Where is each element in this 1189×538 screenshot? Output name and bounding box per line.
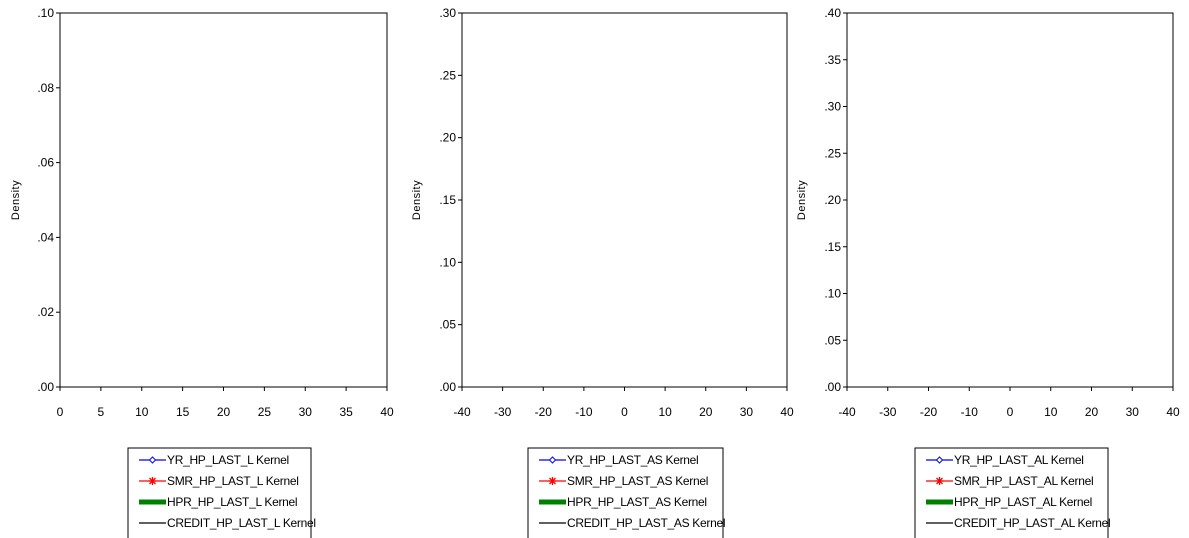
x-tick-label: -10: [961, 405, 979, 419]
y-tick-label: .04: [37, 230, 54, 244]
x-tick-label: 10: [1044, 405, 1058, 419]
chart-panel-1: .00 .02 .04 .06 .08 .10 0 5 10 15 20 25 30 35 40 Densit…: [10, 6, 394, 538]
y-tick-label: .02: [37, 305, 54, 319]
legend: YR_HP_LAST_AS Kernel SMR_HP_LAST_AS Kerne…: [527, 447, 726, 538]
y-tick-label: .20: [824, 193, 841, 207]
x-tick-label: 0: [1007, 405, 1014, 419]
legend-marker-diamond: [548, 456, 557, 464]
y-tick-label: .00: [824, 380, 841, 394]
y-tick-label: .10: [439, 255, 456, 269]
x-tick-label: 10: [135, 405, 149, 419]
y-tick-label: .40: [824, 6, 841, 20]
x-tick-label: 0: [621, 405, 628, 419]
x-tick-label: 30: [740, 405, 754, 419]
x-tick-label: 30: [1126, 405, 1140, 419]
x-tick-label: -10: [575, 405, 593, 419]
x-tick-label: 15: [176, 405, 190, 419]
legend-label: HPR_HP_LAST_L Kernel: [167, 495, 297, 509]
x-tick-label: 0: [57, 405, 64, 419]
y-tick-label: .15: [824, 240, 841, 254]
legend-box: [527, 447, 724, 538]
y-tick-label: .08: [37, 81, 54, 95]
plot-frame: [846, 12, 1174, 388]
y-tick-label: .20: [439, 131, 456, 145]
y-axis-label: Density: [796, 180, 808, 220]
legend-marker-star: [148, 477, 157, 485]
y-tick-label: .00: [439, 380, 456, 394]
y-axis-label: Density: [10, 180, 22, 220]
y-tick-label: .06: [37, 156, 54, 170]
legend: YR_HP_LAST_L Kernel SMR_HP_LAST_L Kernel H…: [127, 447, 316, 538]
legend-label: YR_HP_LAST_AS Kernel: [567, 453, 698, 467]
legend-label: CREDIT_HP_LAST_L Kernel: [167, 516, 316, 530]
legend-label: SMR_HP_LAST_L Kernel: [167, 474, 299, 488]
x-tick-label: 40: [780, 405, 794, 419]
x-tick-label: -20: [920, 405, 938, 419]
legend-label: HPR_HP_LAST_AL Kernel: [954, 495, 1092, 509]
legend-label: CREDIT_HP_LAST_AL Kernel: [954, 516, 1110, 530]
y-tick-label: .35: [824, 53, 841, 67]
legend-label: YR_HP_LAST_L Kernel: [167, 453, 289, 467]
legend-marker-star: [935, 477, 944, 485]
legend-label: HPR_HP_LAST_AS Kernel: [567, 495, 707, 509]
x-tick-label: 30: [299, 405, 313, 419]
x-tick-label: -20: [535, 405, 553, 419]
x-tick-label: 20: [1085, 405, 1099, 419]
x-tick-label: 20: [699, 405, 713, 419]
x-tick-label: 35: [339, 405, 353, 419]
legend-label: SMR_HP_LAST_AS Kernel: [567, 474, 708, 488]
x-tick-label: 25: [258, 405, 272, 419]
legend-label: CREDIT_HP_LAST_AS Kernel: [567, 516, 725, 530]
x-tick-label: 10: [658, 405, 672, 419]
x-tick-label: 40: [1166, 405, 1180, 419]
x-tick-label: 20: [217, 405, 231, 419]
y-tick-label: .25: [439, 68, 456, 82]
legend-label: YR_HP_LAST_AL Kernel: [954, 453, 1084, 467]
legend-label: SMR_HP_LAST_AL Kernel: [954, 474, 1093, 488]
legend-marker-diamond: [148, 456, 157, 464]
x-tick-label: 40: [380, 405, 394, 419]
y-tick-label: .30: [439, 6, 456, 20]
y-tick-label: .10: [37, 6, 54, 20]
x-tick-label: 5: [98, 405, 105, 419]
x-tick-label: -30: [494, 405, 512, 419]
chart-panel-3: .00 .05 .10 .15 .20 .25 .30 .35 .40 -40 -30 -20 -10 0…: [796, 6, 1180, 538]
y-tick-label: .25: [824, 146, 841, 160]
y-tick-label: .05: [439, 318, 456, 332]
legend: YR_HP_LAST_AL Kernel SMR_HP_LAST_AL Kerne…: [914, 447, 1111, 538]
y-tick-label: .00: [37, 380, 54, 394]
x-tick-label: -30: [879, 405, 897, 419]
legend-marker-star: [548, 477, 557, 485]
y-axis-label: Density: [411, 180, 423, 220]
x-tick-label: -40: [453, 405, 471, 419]
y-tick-label: .10: [824, 287, 841, 301]
chart-panel-2: .00 .05 .10 .15 .20 .25 .30 -40 -30 -20 -10 0 10 20 30…: [411, 6, 794, 538]
y-tick-label: .15: [439, 193, 456, 207]
plot-frame: [461, 12, 788, 388]
plot-frame: [59, 12, 388, 388]
x-tick-label: -40: [838, 405, 856, 419]
y-tick-label: .30: [824, 100, 841, 114]
legend-marker-diamond: [935, 456, 944, 464]
y-tick-label: .05: [824, 333, 841, 347]
